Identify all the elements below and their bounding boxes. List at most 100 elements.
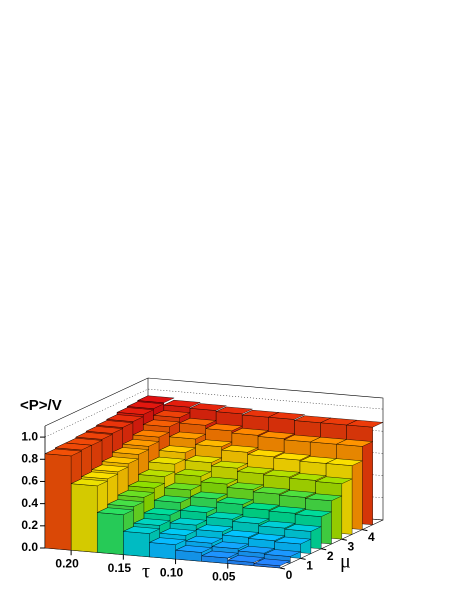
y-tick [279,567,286,570]
bar-top [232,516,270,524]
bar-top [215,406,253,415]
bar-top [299,456,337,464]
bar-top [252,486,290,495]
bar-top [237,466,274,474]
chart-title: <P>/V [20,397,62,414]
bar-top [211,541,249,549]
bar-top [107,499,145,507]
bar-top [127,401,165,409]
bar-top [138,469,176,477]
bar-top [75,432,113,440]
bar-top [101,456,139,464]
bar [44,448,82,551]
bar-top [268,506,306,514]
bar-top [132,429,170,438]
x-tick-label: 0.15 [108,561,132,575]
bar-front [123,531,150,558]
x-axis-title: τ [142,561,150,583]
bar-top [257,431,295,439]
bar-top [133,518,171,526]
bar-top [227,555,265,563]
y-tick [362,529,368,532]
y-tick [321,548,327,551]
bar [201,550,239,564]
x-tick-label: 0.05 [212,570,236,584]
bar-top [164,482,202,491]
bar-top [158,445,196,453]
bar-top [106,414,144,422]
y-axis-title: μ [340,551,351,573]
bar-top [148,456,186,465]
x-tick-label: 0.20 [55,556,79,570]
bar-top [226,482,264,490]
bar-top [123,526,160,534]
y-tick-label: 2 [327,549,334,563]
y-tick [300,557,306,560]
bar-top [179,418,217,426]
bar-top [315,476,353,484]
z-tick-label: 1.0 [21,429,38,443]
bar-front [149,542,176,560]
bar-top [195,524,233,532]
bar-top [200,476,238,485]
bar-top [81,471,119,480]
grid-line [44,388,384,438]
y-tick-label: 3 [347,539,354,553]
bar-top [205,423,243,432]
bar-top [137,395,175,403]
bar-top [97,507,134,515]
y-tick-label: 1 [306,559,313,573]
bar-top [70,478,108,487]
bar-top [180,505,217,513]
bar-top [247,449,285,457]
bar-top [211,460,248,469]
bar [97,507,134,555]
bar-top [149,537,187,545]
bar-top [237,545,275,554]
bar-top [305,493,342,501]
bar-top [206,511,244,520]
bar-top [184,455,222,463]
bar-top [154,495,191,503]
y-tick [341,538,347,541]
bar-top [189,403,227,411]
bar-top [91,464,129,473]
bar-top [294,415,331,423]
bar-top [143,419,180,427]
bar-top [284,524,322,532]
bar-top [169,517,207,526]
bar-top [221,445,259,453]
y-tick-label: 4 [368,530,375,544]
bar-top [195,439,233,447]
bar-top [55,442,92,451]
z-tick-label: 0.4 [21,496,38,510]
bar-top [253,558,291,566]
bar [123,526,160,558]
bar-top [231,428,269,436]
bar-top [201,550,239,559]
bar-top [163,399,201,408]
bar-front [97,512,124,555]
bar-front [70,483,98,553]
y-tick-label: 0 [286,568,293,582]
bar-top [169,431,206,440]
bar-top [283,434,321,443]
bar-top [153,410,191,418]
bar-top [242,502,280,511]
bar-top [289,473,327,481]
x-tick-label: 0.10 [160,565,184,579]
bar [227,555,265,566]
bar-top [279,490,316,498]
bar-top [263,469,301,478]
bar [70,478,108,553]
bar-top [258,520,296,529]
bar-top [122,439,160,447]
bar [253,558,291,569]
bar-top [85,426,123,434]
bar-top [117,490,155,498]
z-tick-label: 0.8 [21,451,38,465]
bar-top [185,536,223,544]
bar-top [222,530,259,538]
bar-top [127,480,165,489]
